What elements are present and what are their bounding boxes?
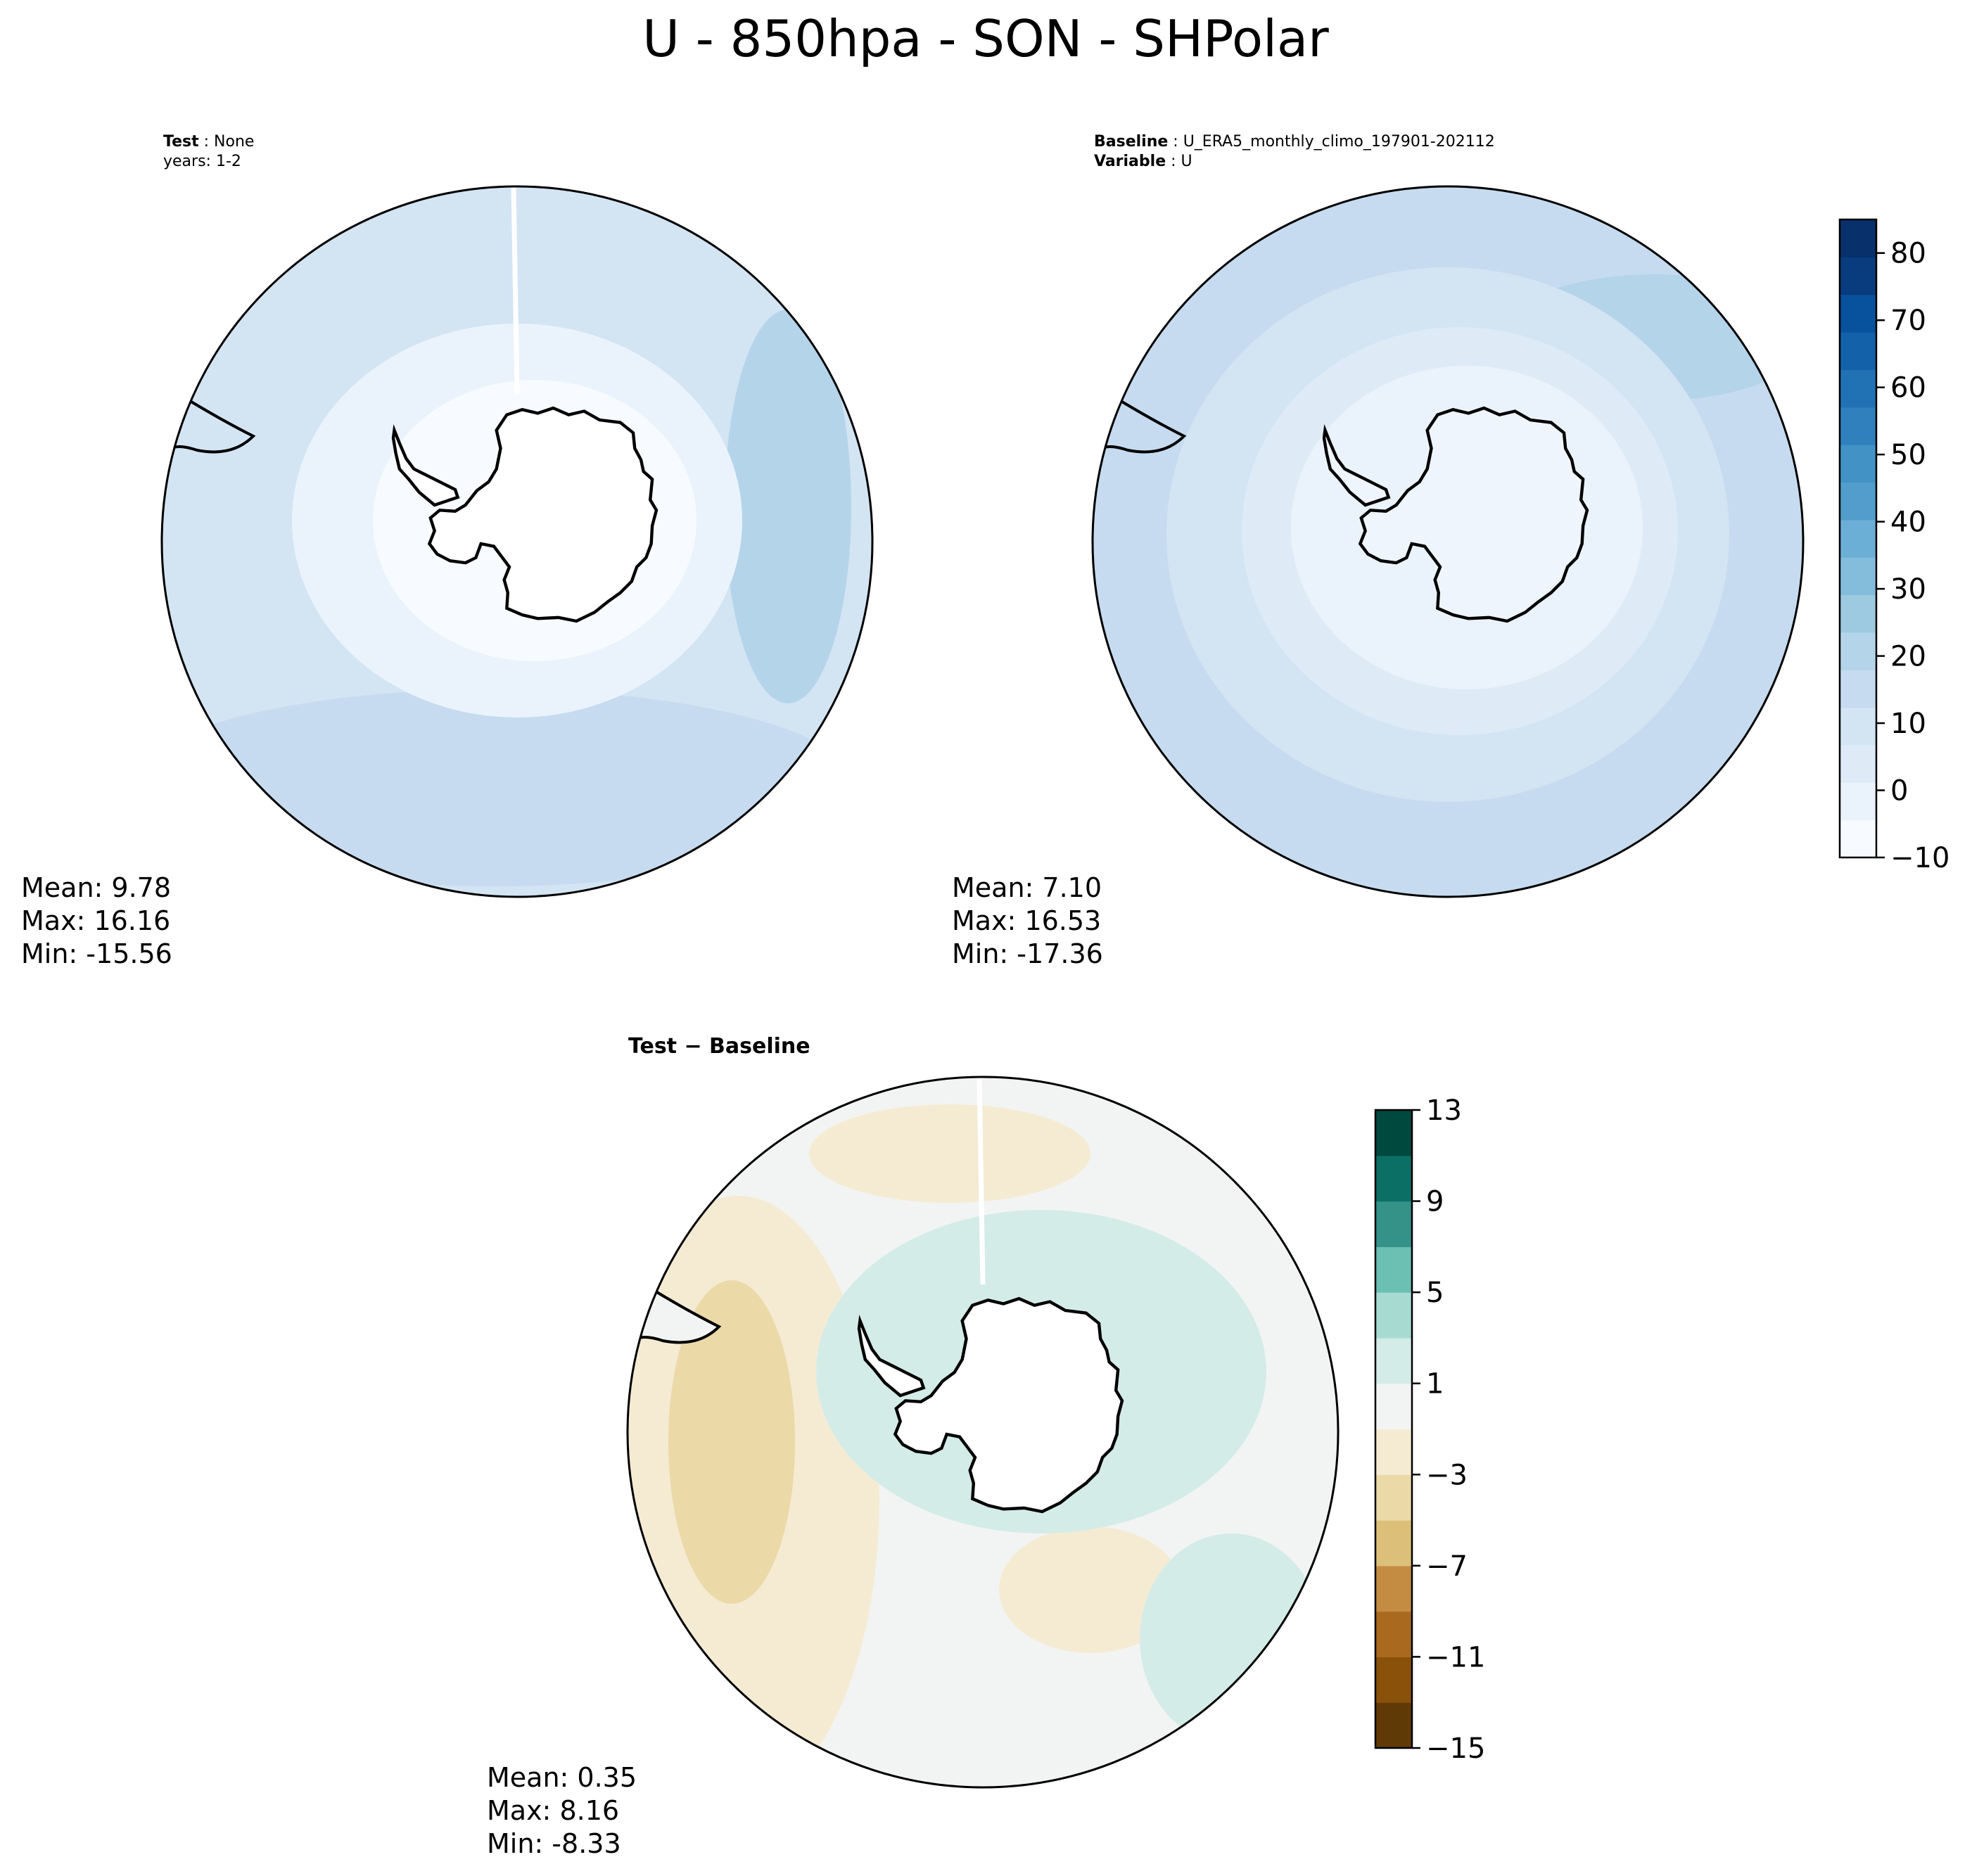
colorbar-baseline-tick-label-6: 50 [1890,439,1926,471]
colorbar-baseline-swatch-8 [1840,519,1876,558]
colorbar-difference-swatch-13 [1375,1110,1412,1156]
colorbar-difference-swatch-10 [1375,1246,1412,1293]
colorbar-baseline-swatch-10 [1840,445,1876,483]
field-band-difference-3 [809,1104,1090,1203]
colorbar-baseline-swatch-1 [1840,782,1876,821]
colorbar-difference-swatch-2 [1375,1611,1412,1658]
colorbar-difference-swatch-11 [1375,1201,1412,1247]
colorbar-difference: −15 −11 −7 −3 1 5 9 13 [1374,1095,1485,1765]
colorbar-difference-swatch-0 [1375,1702,1412,1749]
colorbar-difference-tick-label-1: −11 [1426,1641,1485,1673]
colorbar-baseline-tick-label-4: 30 [1890,573,1926,606]
map-difference [628,1077,1338,1787]
panel-test: Test : None years: 1-2 Mean: 9.78 Max: 1… [21,133,874,969]
stat-mean-test: Mean: 9.78 [21,872,171,903]
colorbar-baseline-swatch-4 [1840,670,1876,708]
colorbar-baseline-swatch-13 [1840,332,1876,371]
field-band-test-1 [162,689,858,886]
colorbar-baseline-tick-label-8: 70 [1890,305,1926,337]
colorbar-difference-tick-label-3: −3 [1426,1459,1468,1491]
colorbar-baseline-swatch-12 [1840,369,1876,408]
panel-test-label-1: Test : None [163,133,254,151]
panel-difference: Test − Baseline Mean: 0.35 Max: 8.16 Min… [487,1034,1485,1859]
stat-max-test: Max: 16.16 [21,905,170,936]
colorbar-baseline-swatch-9 [1840,482,1876,521]
seam-difference [977,1077,986,1285]
panel-baseline-label-1: Baseline : U_ERA5_monthly_climo_197901-2… [1094,133,1495,151]
colorbar-baseline-tick-label-2: 10 [1890,708,1926,740]
map-frame-difference [626,1076,1340,1789]
colorbar-difference-tick-label-7: 13 [1426,1095,1462,1127]
colorbar-baseline-swatch-15 [1840,257,1876,295]
colorbar-difference-swatch-1 [1375,1657,1412,1703]
stat-min-test: Min: -15.56 [21,938,172,969]
colorbar-difference-tick-label-6: 9 [1426,1186,1444,1218]
panel-baseline: Baseline : U_ERA5_monthly_climo_197901-2… [952,133,1949,969]
colorbar-baseline-swatch-2 [1840,744,1876,783]
colorbar-difference-swatch-7 [1375,1383,1412,1430]
colorbar-baseline-swatch-16 [1840,219,1876,257]
colorbar-baseline-tick-label-7: 60 [1890,372,1926,404]
panel-test-label-2: years: 1-2 [163,153,241,170]
colorbar-baseline-frame [1838,218,1878,859]
colorbar-difference-swatch-5 [1375,1474,1412,1521]
colorbar-baseline-swatch-7 [1840,557,1876,596]
colorbar-baseline-swatch-11 [1840,407,1876,445]
stat-mean-difference: Mean: 0.35 [487,1762,637,1793]
field-band-difference-2 [668,1280,795,1604]
colorbar-baseline-tick-label-1: 0 [1890,775,1908,808]
stat-max-baseline: Max: 16.53 [952,905,1101,936]
panel-baseline-label-2: Variable : U [1094,153,1192,170]
colorbar-difference-swatch-8 [1375,1337,1412,1384]
colorbar-difference-swatch-4 [1375,1520,1412,1566]
colorbar-difference-swatch-6 [1375,1429,1412,1475]
seam-test [511,186,520,395]
map-frame-test [160,185,874,898]
colorbar-difference-tick-label-2: −7 [1426,1550,1468,1583]
colorbar-baseline: −10 0 10 20 30 40 50 60 70 80 [1838,218,1949,874]
map-test [162,186,872,897]
colorbar-difference-swatch-3 [1375,1565,1412,1612]
colorbar-difference-swatch-12 [1375,1155,1412,1202]
figure-title: U - 850hpa - SON - SHPolar [642,9,1329,68]
colorbar-difference-tick-label-0: −15 [1426,1733,1485,1765]
colorbar-baseline-swatch-3 [1840,707,1876,746]
colorbar-baseline-tick-label-0: −10 [1890,842,1949,874]
colorbar-baseline-swatch-14 [1840,294,1876,333]
colorbar-baseline-tick-label-9: 80 [1890,238,1926,270]
field-band-difference-6 [1140,1533,1323,1744]
stat-mean-baseline: Mean: 7.10 [952,872,1102,903]
field-band-difference-4 [999,1526,1182,1653]
colorbar-baseline-tick-label-5: 40 [1890,506,1926,539]
colorbar-difference-tick-label-5: 5 [1426,1277,1444,1309]
colorbar-baseline-swatch-5 [1840,632,1876,670]
colorbar-difference-swatch-9 [1375,1292,1412,1339]
colorbar-baseline-swatch-0 [1840,819,1876,858]
stat-max-difference: Max: 8.16 [487,1795,619,1826]
colorbar-baseline-tick-label-3: 20 [1890,641,1926,673]
stat-min-baseline: Min: -17.36 [952,938,1103,969]
map-frame-baseline [1091,185,1805,898]
colorbar-baseline-swatch-6 [1840,594,1876,633]
panel-difference-label: Test − Baseline [628,1034,810,1059]
field-band-test-2 [725,310,851,703]
stat-min-difference: Min: -8.33 [487,1828,621,1859]
colorbar-difference-frame [1374,1109,1413,1749]
colorbar-difference-tick-label-4: 1 [1426,1368,1444,1400]
